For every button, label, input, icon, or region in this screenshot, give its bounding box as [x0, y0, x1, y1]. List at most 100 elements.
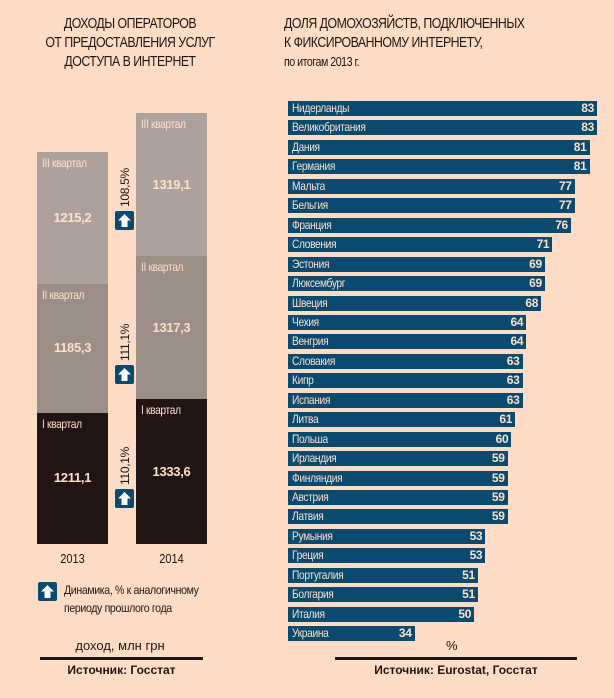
bar-category-label: Франция [292, 217, 332, 232]
title-line: ДОСТУПА В ИНТЕРНЕТ [64, 53, 196, 70]
bar-value-label: 53 [469, 528, 483, 543]
title-line: ОТ ПРЕДОСТАВЛЕНИЯ УСЛУГ [45, 34, 215, 51]
bar-category-label: Словения [292, 237, 337, 252]
segment-value-label: 1215,2 [53, 210, 92, 226]
title-line: ДОЛЯ ДОМОХОЗЯЙСТВ, ПОДКЛЮЧЕННЫХ [284, 15, 525, 32]
bar-row: Португалия 51 [288, 567, 478, 583]
bar-category-label: Финляндия [292, 470, 343, 485]
bar-row: Франция 76 [288, 217, 571, 233]
left-chart-title: ДОХОДЫ ОПЕРАТОРОВ ОТ ПРЕДОСТАВЛЕНИЯ УСЛУ… [23, 14, 236, 71]
bar-category-label: Швеция [292, 295, 328, 310]
segment-quarter-label: I квартал [141, 403, 181, 418]
bar-category-label: Чехия [292, 314, 319, 329]
bar-row: Болгария 51 [288, 587, 478, 603]
segment-value-label: 1333,6 [152, 463, 191, 479]
bar-row: Литва 61 [288, 412, 516, 428]
x-axis-unit: % [446, 638, 458, 653]
segment-quarter-label: II квартал [141, 260, 184, 275]
bar-value-label: 53 [469, 548, 483, 563]
bar-row: Словения 71 [288, 237, 553, 253]
bar-row: Люксембург 69 [288, 276, 545, 292]
bar-value-label: 61 [499, 412, 513, 427]
bar-row: Бельгия 77 [288, 198, 575, 214]
bar-value-label: 63 [506, 392, 520, 407]
bar-row: Греция 53 [288, 548, 486, 564]
bar-value-label: 69 [529, 276, 542, 291]
bar-value-label: 59 [491, 451, 505, 466]
bar-row: Польша 60 [288, 431, 512, 447]
bar-category-label: Австрия [292, 490, 329, 504]
bar-value-label: 69 [529, 256, 542, 271]
bar-category-label: Литва [292, 412, 319, 427]
bar-category-label: Венгрия [292, 334, 329, 349]
bar-row: Эстония 69 [288, 256, 545, 272]
segment-value-label: 1319,1 [152, 176, 191, 192]
divider-left [40, 657, 203, 660]
bar-category-label: Германия [292, 159, 336, 174]
bar-row: Латвия 59 [288, 509, 508, 525]
bar-category-label: Греция [292, 548, 324, 563]
bar-row: Италия 50 [288, 606, 475, 622]
bar-category-label: Кипр [292, 373, 314, 388]
bar-value-label: 81 [573, 139, 587, 154]
stack-segment: I квартал 1333,6 [136, 399, 207, 544]
bar-category-label: Нидерланды [292, 101, 350, 115]
bar-row: Финляндия 59 [288, 470, 508, 486]
segment-value-label: 1211,1 [53, 470, 92, 486]
bar-category-label: Латвия [292, 509, 324, 524]
bar-row: Венгрия 64 [288, 334, 527, 350]
stack-segment: I квартал 1211,1 [37, 412, 108, 544]
legend-line: периоду прошлого года [64, 601, 172, 615]
bar-category-label: Мальта [292, 178, 325, 193]
bar-row: Нидерланды 83 [288, 101, 597, 116]
segment-quarter-label: I квартал [42, 416, 82, 431]
bar-value-label: 76 [555, 217, 568, 232]
source-left: Источник: Госстат [67, 663, 176, 677]
segment-quarter-label: III квартал [42, 156, 87, 171]
segment-value-label: 1317,3 [152, 319, 191, 335]
segment-quarter-label: III квартал [141, 117, 186, 132]
title-line: К ФИКСИРОВАННОМУ ИНТЕРНЕТУ, [284, 34, 483, 51]
bar-value-label: 68 [525, 295, 539, 310]
bar-category-label: Ирландия [292, 451, 337, 466]
bar-row: Швеция 68 [288, 295, 542, 311]
arrow-up-icon [38, 582, 57, 601]
divider-right [335, 657, 577, 660]
bar-value-label: 77 [558, 198, 572, 213]
bar-row: Словакия 63 [288, 353, 523, 369]
growth-label: 111,1% [118, 323, 132, 361]
bar-value-label: 81 [573, 159, 587, 174]
x-tick-label: 2014 [159, 551, 184, 566]
bar-row: Дания 81 [288, 139, 590, 155]
bar-value-label: 64 [510, 314, 524, 329]
bar-category-label: Эстония [292, 256, 330, 271]
bar-value-label: 59 [491, 509, 505, 524]
bar-value-label: 77 [558, 178, 572, 193]
y-axis-label: доход, млн грн [75, 638, 165, 653]
bar-category-label: Дания [292, 139, 320, 154]
arrow-up-icon [115, 211, 134, 230]
bar-value-label: 63 [506, 373, 520, 388]
bar-value-label: 59 [491, 470, 505, 485]
legend-text: Динамика, % к аналогичному периоду прошл… [64, 581, 222, 617]
bar-row: Ирландия 59 [288, 451, 508, 467]
bar-value-label: 50 [458, 606, 472, 621]
bar-row: Румыния 53 [288, 528, 486, 544]
bar-row: Испания 63 [288, 392, 523, 408]
title-subline: по итогам 2013 г. [284, 54, 360, 69]
arrow-up-icon [115, 489, 134, 508]
stack-segment: III квартал 1215,2 [37, 152, 108, 284]
bar-value-label: 34 [398, 626, 412, 641]
source-right: Источник: Eurostat, Госстат [374, 663, 538, 677]
bar-category-label: Португалия [292, 567, 344, 582]
right-chart-title: ДОЛЯ ДОМОХОЗЯЙСТВ, ПОДКЛЮЧЕННЫХ К ФИКСИР… [284, 14, 555, 71]
stack-segment: II квартал 1317,3 [136, 256, 207, 400]
bar-value-label: 51 [462, 587, 475, 602]
bar-value-label: 83 [581, 120, 594, 135]
bar-category-label: Польша [292, 431, 328, 446]
title-line: ДОХОДЫ ОПЕРАТОРОВ [63, 15, 197, 32]
bar-row: Мальта 77 [288, 178, 575, 194]
bar-category-label: Словакия [292, 353, 336, 368]
bar-row: Великобритания 83 [288, 120, 597, 136]
bar-category-label: Великобритания [292, 120, 366, 135]
